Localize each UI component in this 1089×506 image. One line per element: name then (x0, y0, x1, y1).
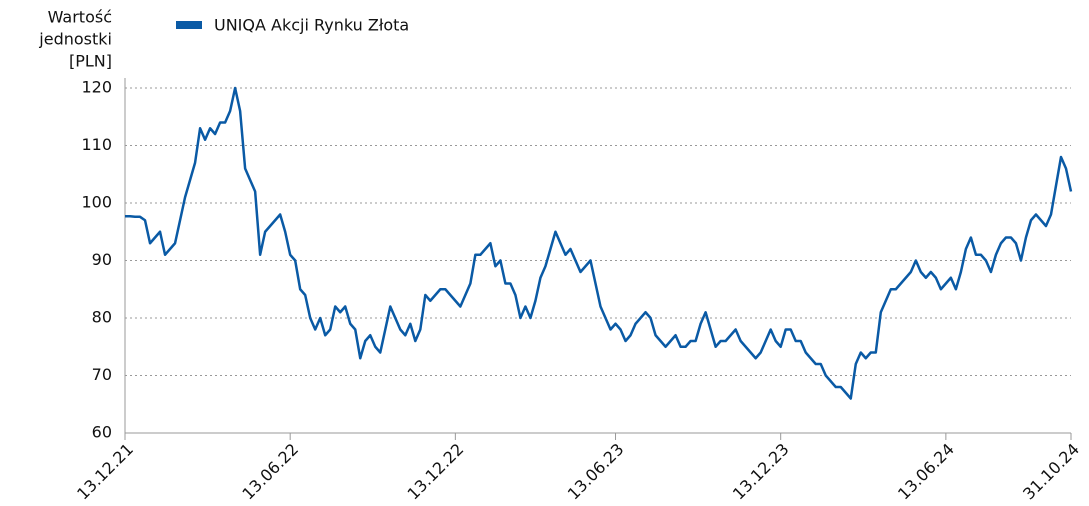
legend-label: UNIQA Akcji Rynku Złota (214, 16, 409, 35)
y-tick-label: 90 (92, 250, 112, 269)
x-tick-label: 13.12.21 (73, 440, 137, 504)
x-tick-label: 13.06.23 (564, 440, 628, 504)
data-line (125, 86, 1073, 400)
y-tick-label: 70 (92, 365, 112, 384)
y-tick-label: 110 (81, 135, 112, 154)
x-tick-label: 13.06.22 (238, 440, 302, 504)
legend-swatch (176, 21, 202, 29)
x-tick-label: 13.06.24 (894, 440, 958, 504)
y-axis-label: [PLN] (69, 52, 112, 71)
y-tick-label: 80 (92, 308, 112, 327)
y-axis-label: Wartość (48, 8, 112, 27)
x-tick-label: 13.12.23 (729, 440, 793, 504)
x-tick-label: 31.10.24 (1019, 440, 1083, 504)
y-tick-label: 120 (81, 78, 112, 97)
y-tick-label: 100 (81, 193, 112, 212)
x-tick-label: 13.12.22 (404, 440, 468, 504)
y-tick-label: 60 (92, 423, 112, 442)
y-axis-label: jednostki (38, 30, 112, 49)
